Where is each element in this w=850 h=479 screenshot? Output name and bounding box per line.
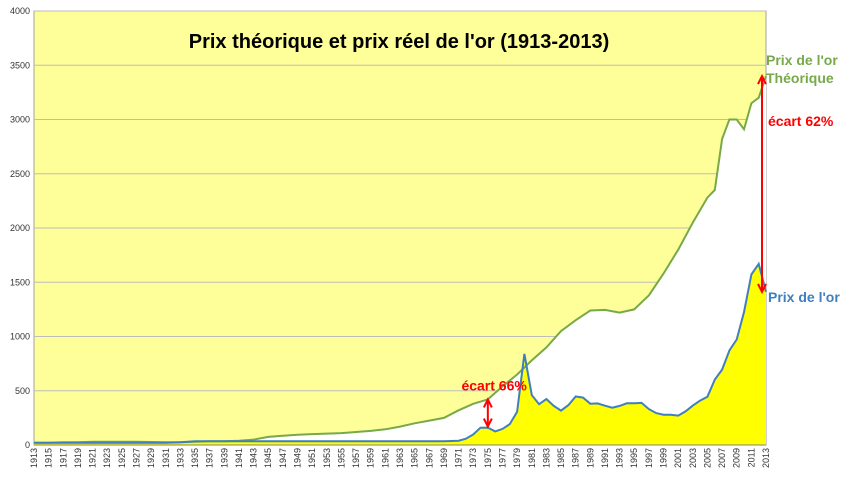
x-tick-label: 1963 (395, 448, 405, 468)
x-tick-label: 1965 (410, 448, 420, 468)
arrow-head-down (482, 418, 493, 429)
x-tick-label: 2003 (688, 448, 698, 468)
x-tick-label: 1921 (88, 448, 98, 468)
x-tick-label: 1919 (73, 448, 83, 468)
x-tick-label: 1943 (249, 448, 259, 468)
y-tick-label: 2500 (10, 169, 30, 179)
series-line-real (34, 261, 767, 444)
y-tick-label: 500 (15, 386, 30, 396)
x-tick-label: 1959 (366, 448, 376, 468)
x-tick-label: 1995 (629, 448, 639, 468)
x-axis-ticks: 1913 1915 1917 1919 1921 1923 1925 1927 1929 1931… (29, 448, 771, 468)
series-labels: Prix de l'or Théorique Prix de l'or (766, 52, 840, 305)
x-tick-label: 1933 (175, 448, 185, 468)
x-tick-label: 2011 (746, 448, 756, 467)
x-tick-label: 1947 (278, 448, 288, 468)
series-label-real: Prix de l'or (768, 289, 840, 305)
x-tick-label: 1915 (44, 448, 54, 468)
x-tick-label: 1913 (29, 448, 39, 468)
series-label-theoretical: Prix de l'or Théorique (766, 52, 838, 86)
x-tick-label: 2005 (702, 448, 712, 468)
x-tick-label: 1975 (483, 448, 493, 468)
y-tick-label: 1000 (10, 332, 30, 342)
x-tick-label: 1985 (556, 448, 566, 468)
gap-band (34, 76, 766, 443)
x-tick-label: 2001 (673, 448, 683, 468)
x-tick-label: 1999 (659, 448, 669, 468)
x-tick-label: 2013 (761, 448, 771, 468)
x-tick-label: 1923 (102, 448, 112, 468)
x-tick-label: 1983 (541, 448, 551, 468)
y-tick-label: 2000 (10, 223, 30, 233)
y-tick-label: 3500 (10, 60, 30, 70)
y-axis-ticks: 0 500 1000 1500 2000 2500 3000 3500 4000 (10, 6, 30, 450)
x-tick-label: 2007 (717, 448, 727, 468)
x-tick-label: 1961 (380, 448, 390, 468)
x-tick-label: 1991 (600, 448, 610, 468)
x-tick-label: 1953 (322, 448, 332, 468)
x-tick-label: 1977 (497, 448, 507, 468)
arrow-head-down (757, 283, 767, 295)
x-tick-label: 1957 (351, 448, 361, 468)
x-tick-label: 1939 (219, 448, 229, 468)
x-tick-label: 1935 (190, 448, 200, 468)
x-tick-label: 1937 (205, 448, 215, 468)
x-tick-label: 1931 (161, 448, 171, 468)
x-tick-label: 1967 (424, 448, 434, 468)
x-tick-label: 1969 (439, 448, 449, 468)
x-tick-label: 1973 (468, 448, 478, 468)
x-tick-label: 1993 (615, 448, 625, 468)
annotations: écart 66% écart 62% (461, 73, 834, 429)
x-tick-label: 1997 (644, 448, 654, 468)
annotation-label: écart 62% (768, 113, 834, 129)
x-tick-label: 1979 (512, 448, 522, 468)
x-tick-label: 1925 (117, 448, 127, 468)
x-tick-label: 1929 (146, 448, 156, 468)
y-tick-label: 1500 (10, 277, 30, 287)
x-tick-label: 1987 (571, 448, 581, 468)
x-tick-label: 1989 (585, 448, 595, 468)
y-tick-label: 3000 (10, 115, 30, 125)
annotation-label: écart 66% (461, 377, 527, 393)
y-tick-label: 0 (25, 440, 30, 450)
arrow-head-up (757, 73, 767, 85)
x-tick-label: 2009 (732, 448, 742, 468)
x-tick-label: 1927 (131, 448, 141, 468)
x-tick-label: 1971 (454, 448, 464, 468)
y-tick-label: 4000 (10, 6, 30, 16)
x-tick-label: 1945 (263, 448, 273, 468)
x-tick-label: 1951 (307, 448, 317, 468)
x-tick-label: 1941 (234, 448, 244, 468)
x-tick-label: 1955 (336, 448, 346, 468)
chart-title: Prix théorique et prix réel de l'or (191… (189, 31, 609, 53)
real-price-area (34, 263, 766, 445)
x-tick-label: 1949 (293, 448, 303, 468)
x-tick-label: 1981 (527, 448, 537, 468)
x-tick-label: 1917 (58, 448, 68, 468)
arrow-head-up (482, 397, 493, 408)
